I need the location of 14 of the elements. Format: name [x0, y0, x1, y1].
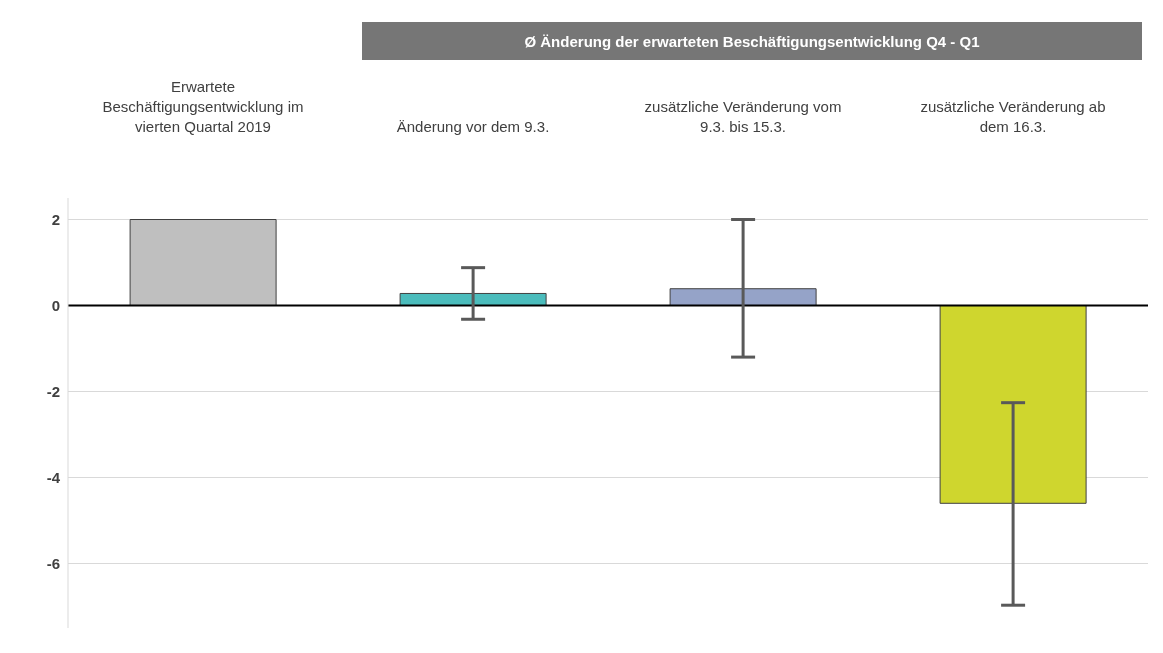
- y-tick-label: -6: [46, 554, 60, 572]
- x-tick-label: zusätzliche Veränderung vom 9.3. bis 15.3.: [644, 98, 842, 135]
- y-tick-label: 2: [51, 210, 60, 228]
- x-tick-label: Erwartete Beschäftigungsentwicklung im vierten Quartal 2019: [102, 78, 304, 135]
- y-tick-label: -4: [46, 468, 61, 486]
- bar: [939, 305, 1087, 504]
- x-tick-label: zusätzliche Veränderung ab dem 16.3.: [920, 98, 1106, 135]
- bar: [399, 292, 547, 306]
- x-tick-label: Änderung vor dem 9.3.: [396, 118, 550, 135]
- text: Ø Änderung der erwarteten Beschäftigungsentwicklung Q4 - Q1: [362, 22, 1142, 60]
- bar: [129, 219, 277, 306]
- bar: [669, 288, 817, 306]
- y-tick-label: -2: [46, 382, 60, 400]
- y-tick-label: 0: [51, 296, 60, 314]
